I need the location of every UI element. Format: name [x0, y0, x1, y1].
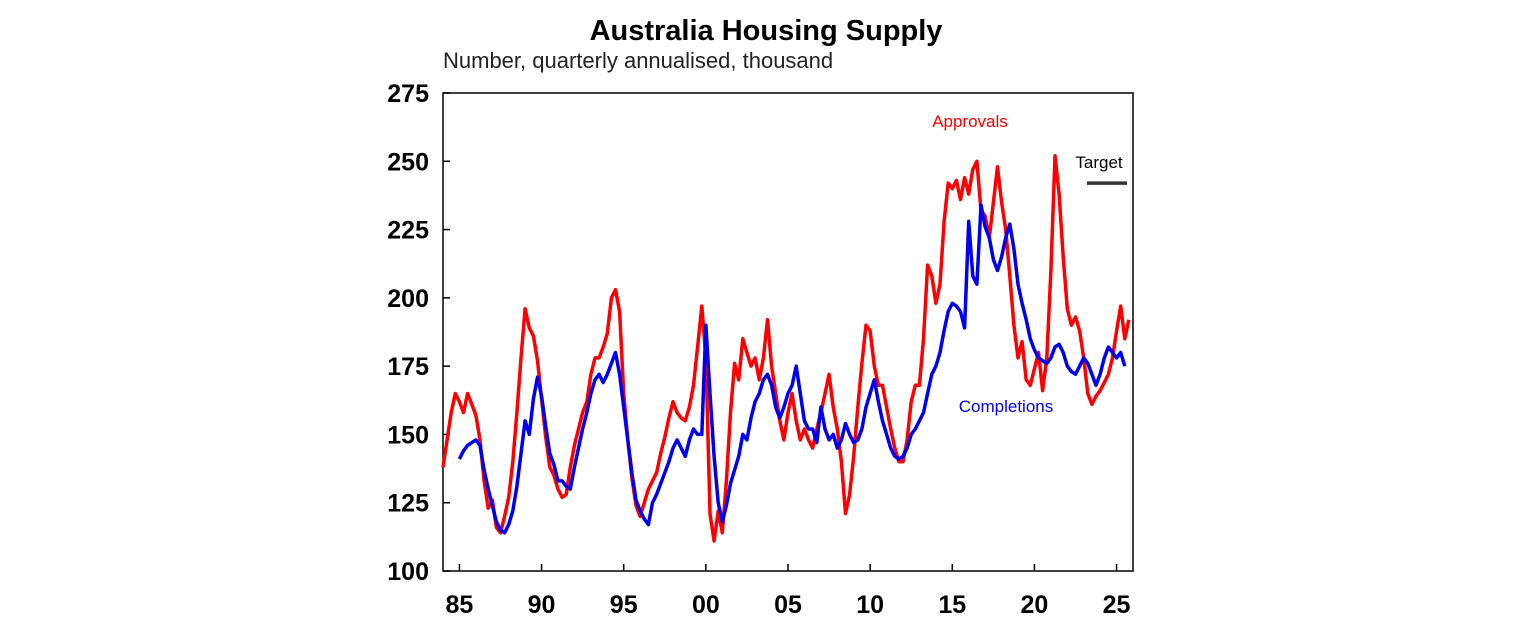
x-tick-label: 05	[774, 591, 802, 619]
x-axis: 85 90 95 00 05 10 15 20 25	[446, 564, 1131, 619]
chart-subtitle: Number, quarterly annualised, thousand	[443, 48, 833, 73]
x-tick-label: 20	[1021, 591, 1049, 619]
target-label: Target	[1075, 153, 1123, 172]
x-tick-label: 90	[528, 591, 556, 619]
y-tick-label: 200	[387, 285, 429, 313]
x-tick-label: 10	[856, 591, 884, 619]
x-tick-label: 85	[446, 591, 474, 619]
y-tick-label: 250	[387, 148, 429, 176]
y-tick-label: 125	[387, 490, 429, 518]
chart-title: Australia Housing Supply	[590, 15, 943, 47]
y-tick-label: 175	[387, 353, 429, 381]
y-tick-label: 275	[387, 80, 429, 108]
x-tick-label: 15	[938, 591, 966, 619]
y-tick-label: 150	[387, 421, 429, 449]
y-axis: 275 250 225 200 175 150 125 100	[387, 80, 450, 586]
series-label-approvals: Approvals	[932, 112, 1008, 131]
x-tick-label: 95	[610, 591, 638, 619]
y-tick-label: 225	[387, 217, 429, 245]
series-layer	[441, 154, 1131, 543]
y-tick-label: 100	[387, 558, 429, 586]
series-line-completions	[457, 203, 1127, 535]
x-tick-label: 25	[1103, 591, 1131, 619]
x-tick-label: 00	[692, 591, 720, 619]
series-label-completions: Completions	[959, 397, 1054, 416]
series-line-approvals	[441, 154, 1131, 543]
